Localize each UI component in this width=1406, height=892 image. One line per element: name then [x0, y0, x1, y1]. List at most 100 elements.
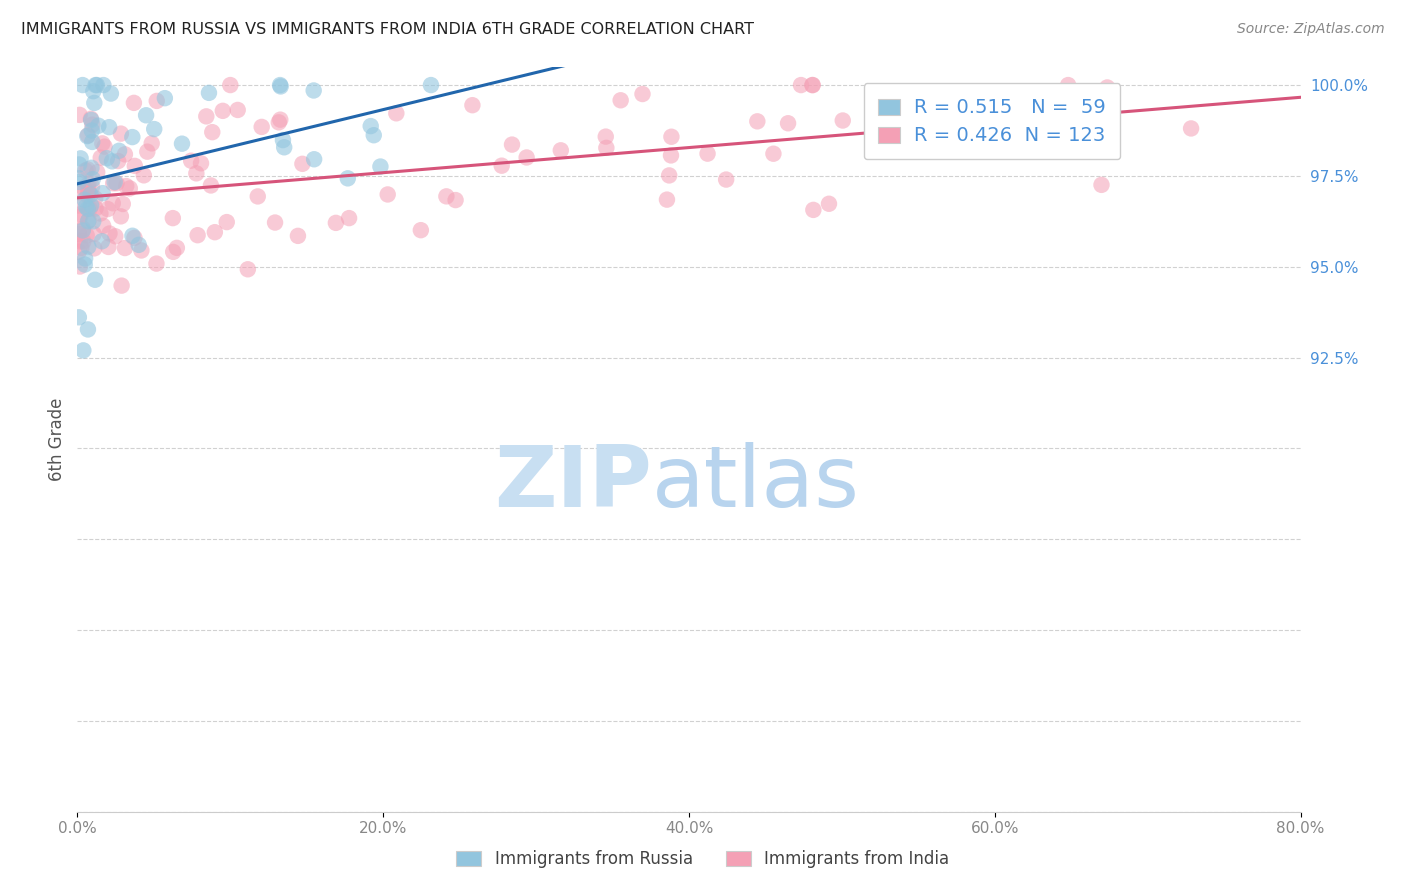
Point	[337, 211, 360, 226]
Point	[67, 175, 90, 189]
Point	[153, 91, 176, 105]
Text: atlas: atlas	[652, 442, 860, 525]
Point	[111, 278, 134, 293]
Text: ZIP: ZIP	[495, 442, 652, 525]
Text: Source: ZipAtlas.com: Source: ZipAtlas.com	[1237, 22, 1385, 37]
Point	[200, 178, 222, 193]
Point	[72, 235, 94, 249]
Point	[180, 153, 202, 168]
Point	[73, 193, 96, 207]
Point	[86, 165, 108, 179]
Point	[226, 103, 249, 117]
Point	[96, 151, 118, 165]
Point	[190, 156, 212, 170]
Point	[72, 343, 94, 358]
Point	[73, 258, 96, 272]
Point	[128, 238, 150, 252]
Point	[1015, 131, 1038, 145]
Point	[72, 78, 94, 92]
Point	[90, 234, 112, 248]
Point	[77, 214, 100, 228]
Point	[91, 136, 114, 151]
Point	[658, 169, 681, 183]
Point	[108, 144, 131, 158]
Point	[377, 187, 399, 202]
Point	[77, 177, 100, 191]
Point	[104, 175, 127, 189]
Point	[77, 181, 100, 195]
Point	[83, 241, 105, 255]
Point	[77, 128, 100, 143]
Point	[219, 78, 242, 92]
Point	[67, 227, 90, 241]
Point	[747, 114, 769, 128]
Point	[131, 244, 153, 258]
Point	[434, 189, 457, 203]
Point	[84, 78, 107, 92]
Point	[132, 169, 155, 183]
Point	[1046, 95, 1069, 110]
Point	[80, 112, 103, 127]
Point	[360, 119, 382, 133]
Point	[82, 172, 104, 186]
Point	[80, 123, 103, 137]
Point	[420, 78, 443, 92]
Point	[72, 221, 94, 235]
Point	[264, 215, 287, 229]
Point	[302, 153, 325, 167]
Point	[79, 202, 101, 216]
Point	[516, 151, 538, 165]
Legend: Immigrants from Russia, Immigrants from India: Immigrants from Russia, Immigrants from …	[450, 844, 956, 875]
Point	[143, 122, 166, 136]
Point	[801, 78, 824, 92]
Point	[136, 145, 159, 159]
Point	[69, 235, 91, 249]
Point	[114, 241, 136, 255]
Point	[75, 252, 97, 266]
Y-axis label: 6th Grade: 6th Grade	[48, 398, 66, 481]
Point	[69, 152, 91, 166]
Point	[104, 229, 127, 244]
Point	[831, 113, 853, 128]
Point	[110, 210, 132, 224]
Point	[1097, 80, 1119, 95]
Point	[100, 87, 122, 101]
Point	[115, 179, 138, 194]
Point	[110, 127, 132, 141]
Point	[72, 223, 94, 237]
Point	[67, 310, 90, 325]
Point	[186, 166, 208, 180]
Point	[166, 241, 188, 255]
Point	[80, 198, 103, 212]
Point	[67, 244, 90, 259]
Point	[93, 139, 115, 153]
Point	[93, 78, 115, 92]
Point	[550, 144, 572, 158]
Point	[91, 219, 114, 233]
Point	[101, 154, 124, 169]
Point	[385, 106, 408, 120]
Point	[124, 159, 146, 173]
Point	[187, 228, 209, 243]
Point	[67, 198, 90, 212]
Point	[631, 87, 654, 101]
Point	[76, 129, 98, 144]
Point	[195, 109, 218, 123]
Point	[84, 273, 107, 287]
Point	[77, 322, 100, 336]
Point	[72, 181, 94, 195]
Point	[170, 136, 193, 151]
Point	[107, 154, 129, 169]
Point	[77, 239, 100, 253]
Point	[790, 78, 813, 92]
Point	[236, 262, 259, 277]
Point	[246, 189, 269, 203]
Point	[370, 160, 392, 174]
Point	[273, 140, 295, 154]
Point	[818, 196, 841, 211]
Point	[87, 119, 110, 133]
Point	[80, 179, 103, 194]
Point	[201, 125, 224, 139]
Point	[162, 211, 184, 226]
Point	[801, 202, 824, 217]
